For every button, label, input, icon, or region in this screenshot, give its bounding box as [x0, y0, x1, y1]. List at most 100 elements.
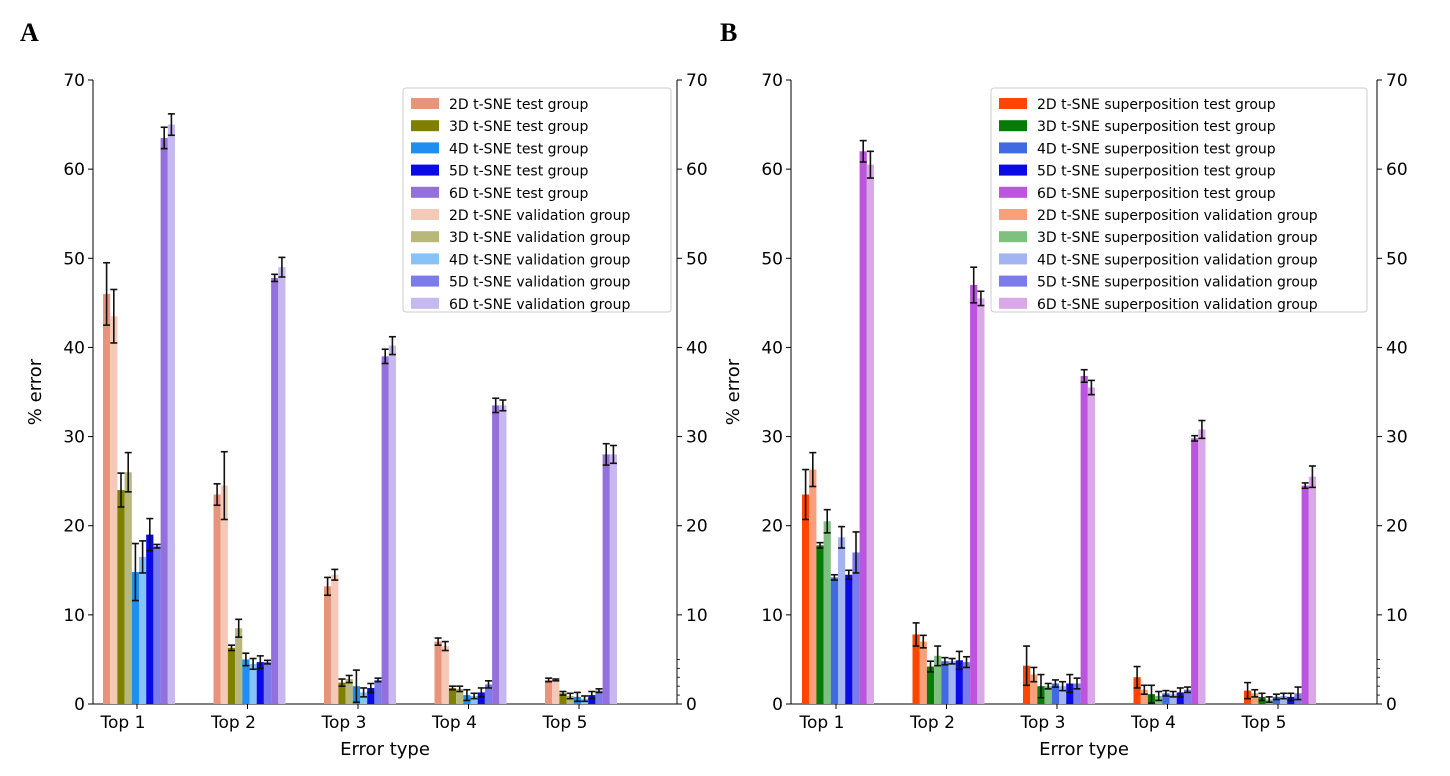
ytick-label-right-b: 60	[1386, 160, 1408, 180]
legend-swatch-a-6	[411, 231, 439, 243]
bar-a-2-0	[324, 586, 332, 704]
bar-b-0-5	[838, 537, 846, 704]
bar-b-3-6	[1176, 692, 1184, 704]
ytick-label-right-a: 50	[686, 249, 708, 269]
x-axis-label-a: Error type	[340, 739, 430, 760]
ytick-label-left-b: 50	[761, 249, 783, 269]
bar-a-3-8	[492, 405, 500, 704]
bar-a-0-3	[124, 472, 132, 704]
bar-a-2-9	[388, 345, 396, 704]
y-axis-label-a: % error	[25, 358, 46, 425]
bar-b-0-0	[802, 494, 810, 704]
bar-b-1-0	[912, 634, 920, 704]
ytick-label-left-b: 20	[761, 517, 783, 537]
xtick-label-a: Top 2	[210, 713, 256, 733]
panel-letter-a: A	[20, 18, 39, 47]
ytick-label-left-a: 10	[63, 606, 85, 626]
legend-label-a-0: 2D t-SNE test group	[449, 97, 588, 113]
legend-swatch-b-0	[999, 98, 1027, 109]
legend-label-a-8: 5D t-SNE validation group	[449, 275, 630, 291]
bar-b-1-3	[934, 655, 942, 704]
legend-swatch-b-7	[999, 253, 1027, 265]
bar-b-4-8	[1301, 485, 1309, 704]
legend-label-a-1: 3D t-SNE test group	[449, 119, 588, 135]
legend-swatch-a-7	[411, 253, 439, 265]
bar-b-0-9	[866, 164, 874, 704]
xtick-label-b: Top 1	[799, 713, 845, 733]
ytick-label-left-b: 10	[761, 606, 783, 626]
bar-b-0-2	[816, 545, 824, 704]
xtick-label-a: Top 4	[431, 713, 477, 733]
bar-a-4-7	[595, 690, 603, 704]
bar-b-2-8	[1080, 375, 1088, 704]
bar-b-1-7	[962, 662, 971, 704]
bar-a-1-8	[271, 277, 279, 704]
bar-a-3-0	[434, 641, 442, 704]
ytick-label-right-a: 70	[686, 71, 708, 91]
legend-swatch-b-8	[999, 275, 1027, 287]
legend-swatch-a-9	[411, 297, 439, 309]
ytick-label-left-b: 40	[761, 338, 783, 358]
bar-b-1-6	[955, 660, 963, 704]
bar-b-0-7	[852, 552, 860, 704]
bar-a-0-7	[153, 546, 161, 704]
ytick-label-right-a: 0	[686, 695, 697, 715]
bar-a-2-7	[374, 679, 382, 704]
legend-label-b-2: 4D t-SNE superposition test group	[1037, 141, 1276, 157]
legend-label-a-9: 6D t-SNE validation group	[449, 297, 630, 313]
bar-b-3-5	[1169, 694, 1177, 704]
bar-a-3-2	[448, 687, 457, 704]
bar-b-2-9	[1087, 387, 1095, 704]
ytick-label-right-a: 40	[686, 338, 708, 358]
legend-label-b-0: 2D t-SNE superposition test group	[1037, 97, 1276, 113]
ytick-label-left-b: 60	[761, 160, 783, 180]
bar-a-2-8	[381, 356, 389, 704]
bar-a-1-2	[227, 647, 236, 704]
legend-label-b-3: 5D t-SNE superposition test group	[1037, 164, 1276, 180]
bar-a-2-5	[360, 692, 368, 704]
bar-b-3-0	[1133, 677, 1141, 704]
legend-box-a	[402, 87, 672, 313]
legend-swatch-a-5	[411, 209, 439, 220]
bar-a-3-9	[499, 405, 507, 704]
bar-a-4-6	[588, 695, 596, 704]
ytick-label-right-b: 10	[1386, 606, 1408, 626]
bar-a-4-9	[609, 454, 617, 704]
ytick-label-left-a: 0	[74, 695, 85, 715]
ytick-label-left-a: 50	[63, 249, 85, 269]
bar-b-1-2	[926, 666, 935, 704]
bar-a-3-3	[456, 688, 464, 704]
bar-a-3-7	[484, 684, 493, 704]
legend-label-a-2: 4D t-SNE test group	[449, 141, 588, 157]
bar-a-0-9	[167, 124, 175, 705]
bar-a-4-2	[559, 693, 567, 704]
legend-swatch-b-9	[999, 297, 1027, 309]
ytick-label-right-b: 50	[1386, 249, 1408, 269]
legend-swatch-a-1	[411, 120, 439, 132]
legend-label-b-4: 6D t-SNE superposition test group	[1037, 186, 1276, 202]
panel-letter-b: B	[720, 18, 738, 47]
legend-label-a-3: 5D t-SNE test group	[449, 164, 588, 180]
ytick-label-left-a: 30	[63, 428, 85, 448]
bar-a-1-5	[249, 663, 257, 704]
legend-label-a-5: 2D t-SNE validation group	[449, 208, 630, 224]
bar-a-2-2	[338, 682, 346, 704]
bar-b-2-3	[1044, 686, 1052, 704]
legend-swatch-a-4	[411, 186, 439, 198]
bar-a-2-1	[331, 574, 339, 704]
bar-b-2-1	[1030, 674, 1038, 704]
bar-a-3-1	[441, 646, 449, 704]
bar-b-3-8	[1191, 438, 1199, 704]
bar-a-4-0	[545, 679, 553, 704]
legend-label-a-4: 6D t-SNE test group	[449, 186, 588, 202]
bar-b-0-8	[859, 151, 867, 705]
bar-b-4-5	[1280, 695, 1288, 704]
legend-label-b-6: 3D t-SNE superposition validation group	[1037, 230, 1318, 246]
ytick-label-left-b: 30	[761, 428, 783, 448]
bar-a-0-0	[103, 293, 111, 704]
bar-a-4-8	[602, 454, 610, 704]
legend-label-b-9: 6D t-SNE superposition validation group	[1037, 297, 1318, 313]
xtick-label-b: Top 2	[909, 713, 955, 733]
bar-a-4-3	[566, 695, 574, 704]
legend-swatch-b-3	[999, 164, 1027, 176]
